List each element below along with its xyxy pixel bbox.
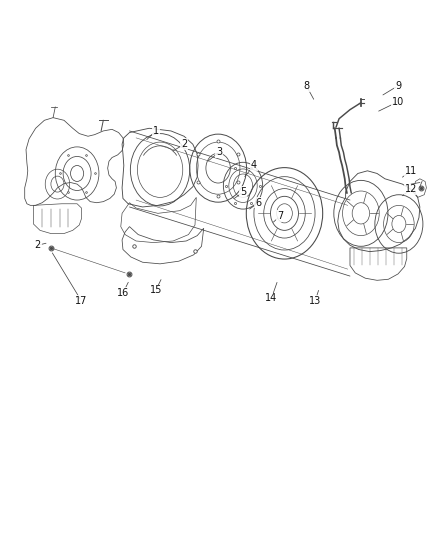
- Text: 3: 3: [216, 147, 222, 157]
- Text: 2: 2: [35, 240, 41, 250]
- Text: 15: 15: [149, 286, 162, 295]
- Text: 6: 6: [255, 198, 261, 208]
- Text: 13: 13: [309, 296, 321, 306]
- Text: 17: 17: [75, 296, 88, 306]
- Text: 12: 12: [405, 184, 417, 195]
- Text: 10: 10: [392, 96, 404, 107]
- Text: 14: 14: [265, 293, 278, 303]
- Text: 9: 9: [395, 81, 401, 91]
- Text: 5: 5: [240, 187, 246, 197]
- Text: 8: 8: [303, 81, 309, 91]
- Text: 2: 2: [181, 139, 187, 149]
- Text: 16: 16: [117, 288, 129, 298]
- Text: 11: 11: [405, 166, 417, 176]
- Text: 1: 1: [152, 126, 159, 136]
- Text: 4: 4: [251, 160, 257, 171]
- Text: 7: 7: [277, 211, 283, 221]
